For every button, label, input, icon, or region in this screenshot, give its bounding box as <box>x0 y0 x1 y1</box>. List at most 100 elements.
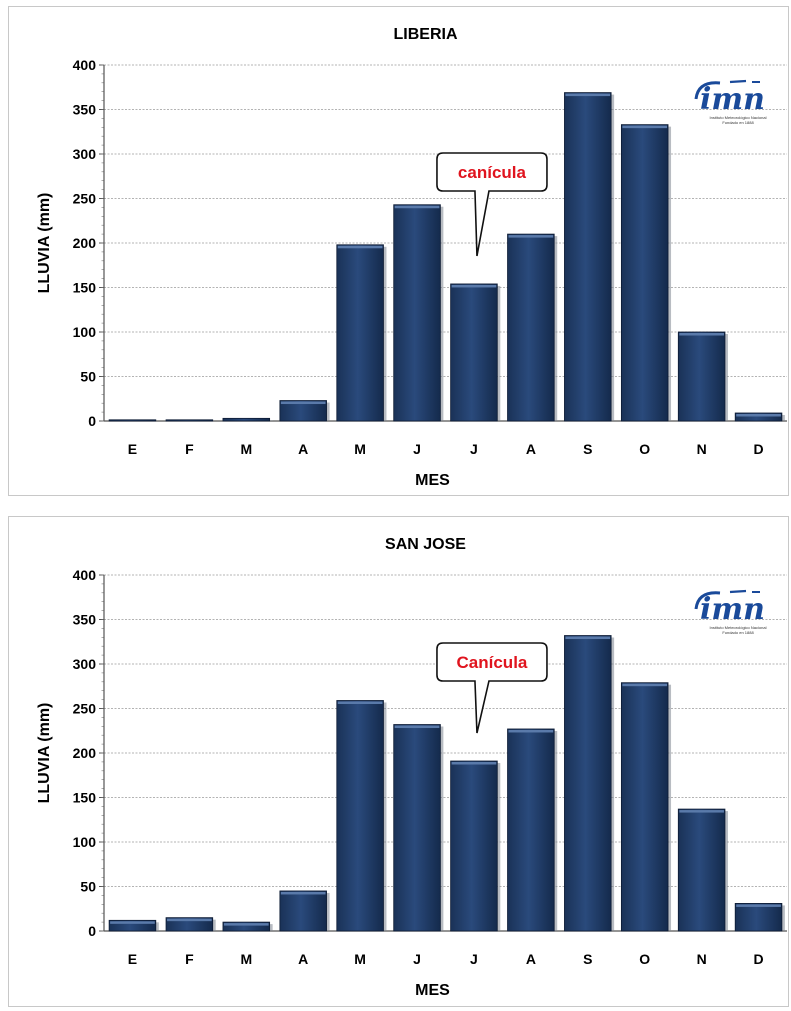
bar-top-bevel <box>679 333 724 336</box>
x-axis-label: MES <box>415 982 450 999</box>
bar-0 <box>108 419 157 422</box>
y-tick-label: 0 <box>88 923 96 939</box>
bar-9 <box>620 682 672 932</box>
logo-subtitle: Instituto Meteorológico Nacional <box>710 625 767 630</box>
x-tick-label: D <box>753 441 763 457</box>
bar-9 <box>620 124 672 422</box>
x-tick-label: A <box>298 441 308 457</box>
y-tick-label: 200 <box>73 235 97 251</box>
bar-6 <box>450 760 501 932</box>
bar <box>677 331 726 422</box>
bar <box>564 92 612 422</box>
bar-chart-liberia: LIBERIA 0 50 100 150 200 250 300 350 400 E F M A M J J A S… <box>36 26 787 489</box>
bar-top-bevel <box>508 235 554 238</box>
bar <box>108 919 157 932</box>
bar-top-bevel <box>736 413 781 417</box>
x-tick-label: D <box>753 951 763 967</box>
logo-subtitle: Instituto Meteorológico Nacional <box>710 115 767 120</box>
bar <box>222 921 271 932</box>
bar <box>450 760 498 932</box>
bar-2 <box>222 417 273 422</box>
bar-3 <box>279 400 330 422</box>
y-tick-label: 350 <box>73 102 97 118</box>
logo-subtitle-2: Fundado en 1888 <box>722 120 754 125</box>
bar <box>564 635 612 932</box>
bar-10 <box>677 331 728 422</box>
annotation-callout: Canícula <box>436 642 548 734</box>
bar-top-bevel <box>565 93 611 97</box>
x-tick-label: E <box>128 951 137 967</box>
annotation-text: Canícula <box>457 653 528 672</box>
chart-title: LIBERIA <box>394 26 458 43</box>
bar-top-bevel <box>451 762 497 765</box>
x-axis-label: MES <box>415 472 450 489</box>
callout-bubble <box>436 152 548 257</box>
x-tick-label: N <box>697 441 707 457</box>
x-tick-label: M <box>240 951 252 967</box>
y-tick-label: 150 <box>73 280 97 296</box>
bar-5 <box>393 724 444 932</box>
bar <box>279 400 327 422</box>
bar-top-bevel <box>622 125 668 129</box>
y-tick-label: 100 <box>73 834 97 850</box>
y-tick-label: 400 <box>73 567 97 583</box>
bar-top-bevel <box>679 810 724 813</box>
x-tick-label: M <box>240 441 252 457</box>
bar <box>393 724 441 932</box>
bar <box>222 417 271 422</box>
bar <box>393 204 441 422</box>
bar-top-bevel <box>223 923 269 926</box>
bar-7 <box>507 233 558 422</box>
bar-5 <box>393 204 444 422</box>
y-axis-label: LLUVIA (mm) <box>36 703 53 804</box>
bar-11 <box>734 412 785 422</box>
bar-top-bevel <box>508 729 554 733</box>
x-tick-label: A <box>526 951 536 967</box>
x-tick-label: E <box>128 441 137 457</box>
logo-swoosh <box>694 81 721 100</box>
x-tick-label: A <box>298 951 308 967</box>
x-tick-label: J <box>470 951 478 967</box>
bar-top-bevel <box>736 904 781 907</box>
bar-1 <box>165 419 214 422</box>
bar-chart-san-jose: SAN JOSE 0 50 100 150 200 250 300 350 400 E F M A M J J A… <box>36 536 787 999</box>
annotation-text: canícula <box>458 163 527 182</box>
logo-wordmark: imn <box>700 592 765 627</box>
bar-10 <box>677 808 728 932</box>
chart-title: SAN JOSE <box>385 536 466 553</box>
bar-4 <box>336 244 387 422</box>
y-tick-label: 150 <box>73 790 97 806</box>
bar-2 <box>222 921 273 932</box>
bar-11 <box>734 903 785 932</box>
y-tick-label: 100 <box>73 324 97 340</box>
bar <box>336 700 384 932</box>
bar <box>108 419 157 422</box>
bar-4 <box>336 700 387 932</box>
bar-top-bevel <box>110 921 155 924</box>
bar-1 <box>165 917 216 932</box>
bar <box>507 728 555 932</box>
bar <box>165 419 214 422</box>
bar <box>620 682 669 932</box>
bar <box>279 890 327 932</box>
bar-top-bevel <box>167 918 212 922</box>
x-tick-label: N <box>697 951 707 967</box>
bar-6 <box>450 283 501 422</box>
bar-top-bevel <box>451 284 497 288</box>
x-tick-label: O <box>639 951 650 967</box>
logo-wordmark: imn <box>700 82 765 117</box>
x-tick-label: J <box>413 441 421 457</box>
x-tick-label: M <box>354 441 366 457</box>
annotation-callout: canícula <box>436 152 548 257</box>
y-tick-label: 0 <box>88 413 96 429</box>
bar-top-bevel <box>565 636 611 640</box>
chart-panel-san-jose: SAN JOSE 0 50 100 150 200 250 300 350 400 E F M A M J J A… <box>8 516 789 1007</box>
y-tick-label: 50 <box>80 879 96 895</box>
y-tick-label: 400 <box>73 57 97 73</box>
x-tick-label: M <box>354 951 366 967</box>
bar-top-bevel <box>394 725 440 729</box>
bar <box>507 233 555 422</box>
y-tick-label: 300 <box>73 656 97 672</box>
